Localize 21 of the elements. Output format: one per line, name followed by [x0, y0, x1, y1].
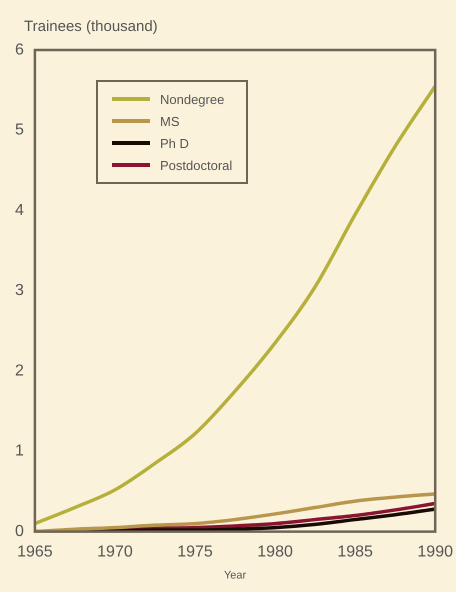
y-axis-title: Trainees (thousand): [24, 18, 158, 35]
y-tick-label: 1: [14, 442, 24, 460]
y-tick-label: 5: [14, 122, 24, 139]
y-tick-label: 0: [14, 523, 24, 540]
y-tick-label: 4: [14, 202, 24, 219]
legend-label: MS: [160, 114, 180, 128]
line-series: [34, 84, 436, 526]
y-tick-label: 2: [14, 362, 24, 380]
y-tick-label: 6: [14, 41, 24, 58]
x-tick-label: 1985: [337, 544, 374, 561]
x-tick-label: 1990: [417, 544, 454, 561]
x-tick-label: 1965: [17, 544, 53, 561]
x-tick-label: 1980: [257, 544, 293, 561]
legend-label: Ph D: [160, 136, 189, 150]
x-tick-label: 1970: [97, 544, 133, 561]
y-tick-label: 3: [14, 282, 24, 300]
legend-label: Postdoctoral: [160, 158, 232, 172]
legend-label: Nondegree: [160, 92, 224, 106]
x-tick-label: 1975: [177, 544, 213, 561]
line-series: [34, 492, 436, 532]
x-axis-title: Year: [224, 569, 246, 582]
